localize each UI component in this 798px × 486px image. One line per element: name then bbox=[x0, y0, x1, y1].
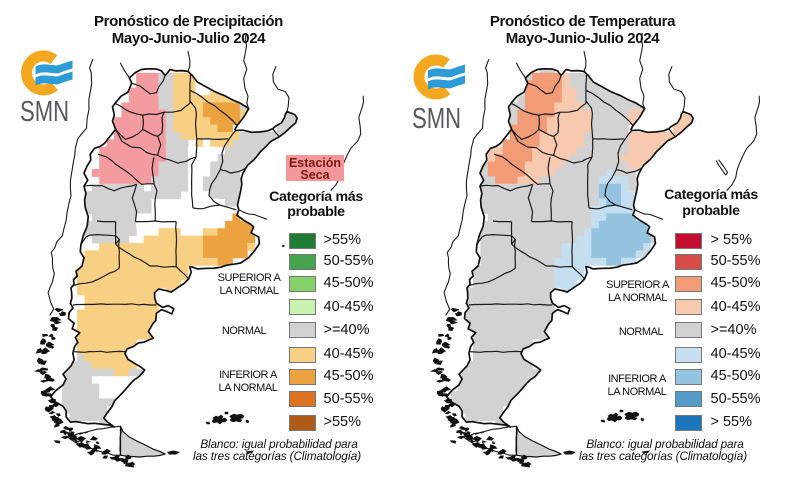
svg-text:SMN: SMN bbox=[412, 103, 461, 135]
svg-text:SMN: SMN bbox=[20, 96, 69, 128]
